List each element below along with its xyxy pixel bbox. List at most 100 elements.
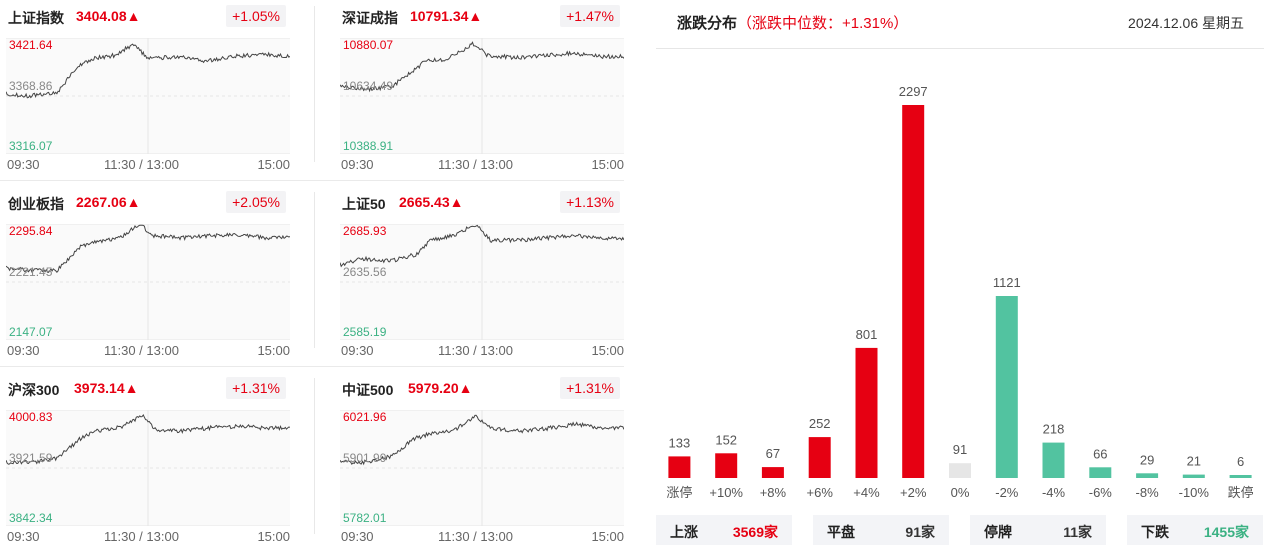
index-intraday-chart	[6, 410, 290, 526]
index-card-hs300[interactable]: 沪深300 3973.14▲ +1.31% 4000.83 3921.59 38…	[0, 372, 290, 547]
time-mid-label: 11:30 / 13:00	[438, 343, 513, 358]
bar-value-label: 1121	[993, 275, 1021, 290]
price-low-label: 5782.01	[343, 511, 387, 525]
intraday-price-line	[340, 224, 624, 268]
distribution-title: 涨跌分布（涨跌中位数：+1.31%）	[677, 12, 908, 33]
summary-suspended: 停牌 11家	[970, 515, 1106, 545]
summary-label: 平盘	[827, 524, 855, 540]
time-start-label: 09:30	[7, 529, 40, 544]
time-start-label: 09:30	[7, 157, 40, 172]
bar-value-label: 91	[953, 442, 967, 457]
index-card-sz50[interactable]: 上证50 2665.43▲ +1.13% 2685.93 2635.56 258…	[334, 186, 624, 366]
summary-value: 3569家	[732, 524, 778, 540]
index-value: 10791.34▲	[410, 8, 483, 24]
index-intraday-chart	[340, 410, 624, 526]
bar-value-label: 218	[1043, 422, 1065, 437]
time-end-label: 15:00	[257, 157, 290, 172]
price-mid-label: 3921.59	[9, 451, 53, 465]
price-high-label: 3421.64	[9, 38, 53, 52]
price-low-label: 3842.34	[9, 511, 53, 525]
bar--2%[interactable]	[995, 296, 1018, 478]
index-change-badge: +1.31%	[226, 377, 286, 399]
bar-+10%[interactable]	[715, 453, 738, 478]
index-value: 5979.20▲	[408, 380, 473, 396]
index-name: 中证500	[342, 382, 394, 398]
index-change-badge: +2.05%	[226, 191, 286, 213]
index-change-badge: +1.13%	[560, 191, 620, 213]
index-header: 上证指数 3404.08▲ +1.05%	[0, 0, 290, 28]
bar-+8%[interactable]	[761, 467, 784, 478]
bar-value-label: 152	[715, 432, 737, 447]
price-low-label: 2585.19	[343, 325, 387, 339]
bar-value-label: 67	[766, 446, 780, 461]
intraday-price-line	[6, 224, 290, 274]
category-label: 0%	[951, 485, 970, 500]
time-mid-label: 11:30 / 13:00	[104, 529, 179, 544]
category-label: +4%	[853, 485, 880, 500]
index-name: 上证50	[342, 196, 386, 212]
summary-value: 11家	[1063, 524, 1092, 540]
time-end-label: 15:00	[591, 529, 624, 544]
time-mid-label: 11:30 / 13:00	[438, 157, 513, 172]
index-card-zz500[interactable]: 中证500 5979.20▲ +1.31% 6021.96 5901.99 57…	[334, 372, 624, 547]
index-name: 深证成指	[342, 10, 398, 26]
row-divider	[0, 366, 624, 367]
distribution-median: （涨跌中位数：+1.31%）	[737, 15, 909, 32]
category-label: +6%	[807, 485, 834, 500]
price-low-label: 2147.07	[9, 325, 53, 339]
index-intraday-chart	[6, 38, 290, 154]
column-divider	[314, 192, 315, 348]
category-label: -4%	[1042, 485, 1066, 500]
index-header: 深证成指 10791.34▲ +1.47%	[334, 0, 624, 28]
bar-value-label: 6	[1237, 454, 1244, 469]
index-card-sh[interactable]: 上证指数 3404.08▲ +1.05% 3421.64 3368.86 331…	[0, 0, 290, 180]
index-intraday-chart	[6, 224, 290, 340]
bar-+4%[interactable]	[855, 347, 878, 478]
index-value: 3973.14▲	[74, 380, 139, 396]
bar-0%[interactable]	[949, 463, 971, 478]
category-label: 跌停	[1228, 485, 1254, 500]
time-mid-label: 11:30 / 13:00	[104, 343, 179, 358]
bar-跌停[interactable]	[1229, 475, 1252, 478]
index-name: 上证指数	[8, 10, 64, 26]
bar-value-label: 133	[669, 435, 691, 450]
column-divider	[314, 6, 315, 162]
category-label: -10%	[1179, 485, 1210, 500]
index-card-cyb[interactable]: 创业板指 2267.06▲ +2.05% 2295.84 2221.45 214…	[0, 186, 290, 366]
index-name: 创业板指	[8, 196, 64, 212]
category-label: +8%	[760, 485, 787, 500]
bar--8%[interactable]	[1136, 473, 1159, 478]
price-high-label: 6021.96	[343, 410, 387, 424]
bar--6%[interactable]	[1089, 467, 1112, 478]
index-change-badge: +1.31%	[560, 377, 620, 399]
summary-label: 下跌	[1141, 524, 1169, 540]
time-start-label: 09:30	[341, 157, 374, 172]
category-label: +2%	[900, 485, 927, 500]
bar--4%[interactable]	[1042, 442, 1065, 478]
category-label: +10%	[709, 485, 743, 500]
index-intraday-chart	[340, 224, 624, 340]
bar-+2%[interactable]	[902, 105, 925, 478]
time-start-label: 09:30	[341, 529, 374, 544]
price-high-label: 4000.83	[9, 410, 53, 424]
time-start-label: 09:30	[7, 343, 40, 358]
price-high-label: 2295.84	[9, 224, 53, 238]
bar-value-label: 21	[1187, 454, 1201, 469]
summary-rise: 上涨 3569家	[656, 515, 792, 545]
index-header: 创业板指 2267.06▲ +2.05%	[0, 186, 290, 214]
index-card-sz[interactable]: 深证成指 10791.34▲ +1.47% 10880.07 10634.49 …	[334, 0, 624, 180]
row-divider	[0, 180, 624, 181]
bar-value-label: 66	[1093, 446, 1107, 461]
summary-fall: 下跌 1455家	[1127, 515, 1263, 545]
bar-+6%[interactable]	[808, 437, 831, 478]
bar-涨停[interactable]	[668, 456, 691, 478]
category-label: -2%	[995, 485, 1019, 500]
distribution-bar-chart: 133 涨停 152 +10% 67 +8% 252 +6% 801 +4% 2297 +2% 91 0%…	[666, 84, 1254, 500]
bar--10%[interactable]	[1182, 474, 1205, 478]
index-value: 2665.43▲	[399, 194, 464, 210]
price-low-label: 3316.07	[9, 139, 53, 153]
time-mid-label: 11:30 / 13:00	[104, 157, 179, 172]
time-end-label: 15:00	[591, 343, 624, 358]
summary-value: 91家	[905, 524, 935, 540]
index-value: 3404.08▲	[76, 8, 141, 24]
